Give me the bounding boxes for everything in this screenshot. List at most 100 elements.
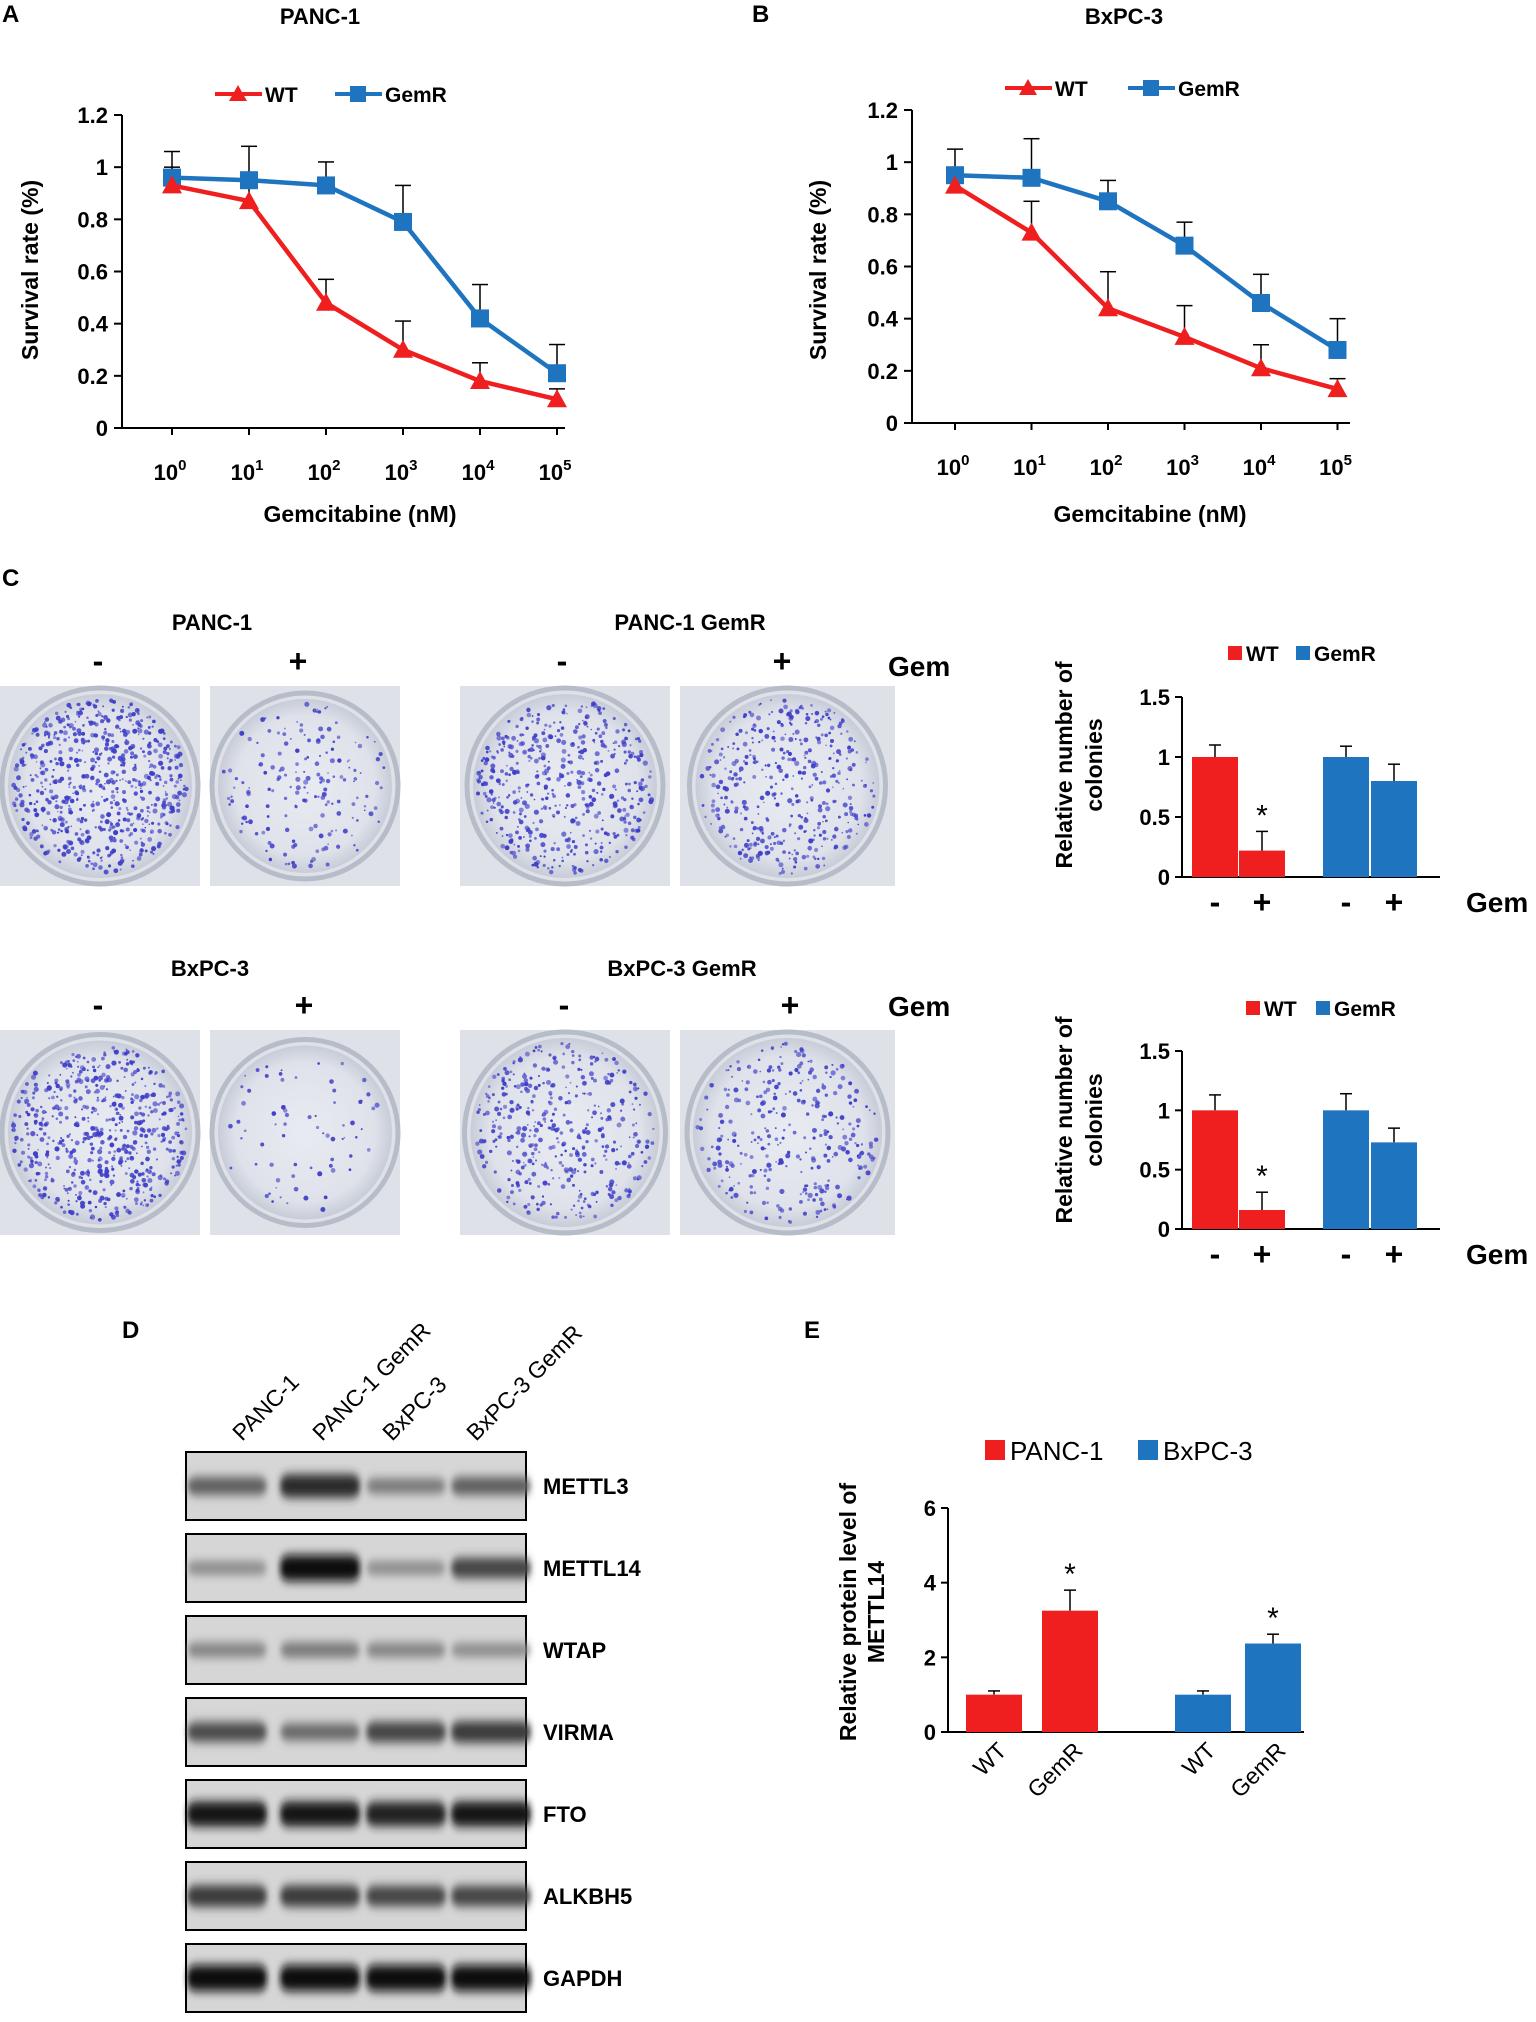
colony-dot: [122, 764, 126, 767]
colony-dot: [522, 1151, 528, 1157]
colony-dot: [371, 1106, 376, 1111]
colony-dot: [532, 1156, 535, 1159]
colony-dot: [130, 784, 134, 788]
legend: WT GemR: [1246, 998, 1396, 1021]
colony-dot: [143, 1199, 147, 1202]
x-tick-label: 102: [308, 457, 341, 485]
colony-dot: [348, 759, 351, 761]
colony-dot: [30, 757, 33, 760]
culture-dish: [0, 685, 201, 887]
colony-dot: [536, 721, 540, 725]
colony-dot: [77, 1065, 80, 1068]
colony-dot: [284, 814, 288, 818]
colony-dot: [805, 712, 809, 716]
colony-dot: [782, 698, 787, 703]
dish-rim: [464, 685, 666, 887]
colony-dot: [633, 755, 637, 758]
colony-dot: [806, 812, 809, 815]
lane-label: PANC-1 GemR: [307, 1317, 435, 1445]
colony-dot: [868, 1154, 874, 1159]
colony-dot: [55, 1117, 59, 1120]
colony-dot: [527, 1106, 530, 1110]
colony-dot: [140, 1077, 144, 1081]
colony-dot: [634, 737, 638, 741]
colony-dot: [135, 1188, 140, 1193]
colony-dot: [769, 785, 774, 789]
colony-dot: [820, 717, 823, 721]
colony-dot: [492, 1139, 496, 1143]
colony-dot: [601, 1145, 605, 1148]
colony-dot: [136, 1180, 139, 1183]
colony-dot: [12, 1148, 17, 1154]
colony-dot: [814, 718, 820, 724]
colony-dot: [108, 835, 114, 841]
colony-dot: [535, 827, 539, 832]
colony-dot: [327, 832, 332, 837]
colony-dot: [799, 1199, 803, 1204]
colony-dot: [90, 732, 95, 738]
colony-dot: [564, 1215, 568, 1219]
colony-dot: [831, 1203, 837, 1208]
colony-dot: [748, 710, 752, 714]
protein-band: [451, 1885, 531, 1907]
colony-dot: [133, 791, 138, 796]
colony-dot: [498, 796, 501, 799]
colony-dot: [725, 1165, 728, 1168]
colony-dot: [604, 1057, 609, 1062]
colony-dot: [70, 825, 73, 828]
colony-dot: [86, 855, 90, 858]
colony-dot: [495, 1145, 498, 1148]
colony-dot: [833, 826, 839, 832]
colony-dot: [570, 770, 574, 774]
colony-dot: [634, 1096, 638, 1100]
colony-dot: [78, 1175, 82, 1179]
colony-dot: [105, 1078, 109, 1082]
colony-dot: [315, 1125, 320, 1130]
colony-dot: [600, 742, 606, 748]
colony-dot: [107, 1151, 112, 1155]
colony-dot: [41, 1117, 45, 1120]
significance-star: *: [1064, 1558, 1076, 1591]
colony-dot: [718, 1137, 723, 1142]
colony-dot: [68, 1093, 72, 1098]
colony-dot: [588, 771, 591, 774]
colony-dot: [733, 772, 738, 777]
colony-dot: [868, 1141, 874, 1146]
colony-dot: [535, 1202, 539, 1206]
colony-dot: [27, 1155, 31, 1159]
colony-dot: [314, 761, 320, 767]
colony-dot: [509, 1099, 514, 1105]
colony-dot: [184, 786, 189, 792]
colony-dot: [577, 722, 581, 726]
colony-dot: [794, 760, 800, 766]
colony-dot: [73, 1157, 77, 1160]
colony-dot: [53, 731, 58, 735]
colony-dot: [14, 1135, 19, 1141]
colony-dot: [705, 765, 711, 771]
colony-dot: [828, 1111, 834, 1117]
bar-wt: [1239, 1210, 1285, 1229]
colony-dot: [29, 832, 34, 837]
colony-dot: [636, 790, 638, 793]
colony-dot: [19, 759, 25, 765]
colony-dot: [765, 1186, 770, 1191]
colony-dot: [499, 1132, 503, 1136]
colony-dot: [233, 786, 236, 789]
colony-dot: [57, 1199, 60, 1202]
legend-wt-swatch: [1246, 1001, 1260, 1015]
colony-dot: [116, 811, 121, 816]
colony-dot: [826, 837, 829, 840]
colony-dot: [809, 1067, 814, 1073]
colony-dot: [41, 1119, 44, 1122]
colony-dot: [509, 1107, 515, 1113]
colony-dot: [582, 757, 585, 760]
colony-dot: [500, 843, 506, 849]
colony-dot: [837, 1084, 843, 1090]
colony-dot: [163, 780, 168, 785]
panel-letter-e: E: [804, 1317, 820, 1344]
colony-dot: [22, 825, 27, 831]
colony-dot: [134, 1169, 139, 1174]
colony-dot: [353, 777, 358, 781]
colony-dot: [824, 1143, 828, 1146]
